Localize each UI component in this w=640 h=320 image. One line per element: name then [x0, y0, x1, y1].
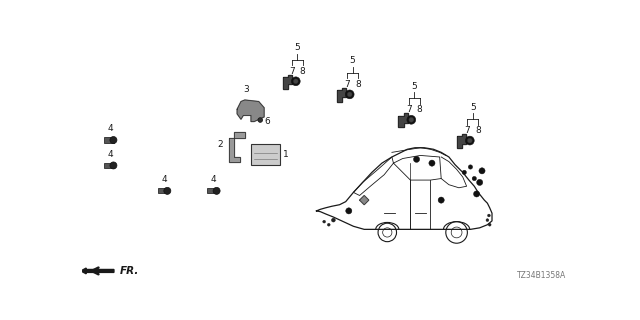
Text: 7: 7 [465, 126, 470, 135]
Text: 7: 7 [289, 67, 294, 76]
Circle shape [488, 223, 491, 226]
Circle shape [462, 170, 467, 174]
Text: 5: 5 [470, 102, 476, 112]
Text: 6: 6 [265, 117, 271, 126]
Circle shape [348, 92, 352, 97]
Text: 4: 4 [161, 175, 167, 184]
Text: FR.: FR. [120, 266, 140, 276]
Circle shape [409, 117, 413, 122]
Circle shape [258, 118, 262, 122]
Bar [104, 138, 115, 143]
Text: 5: 5 [350, 56, 355, 65]
Circle shape [479, 168, 485, 174]
Circle shape [465, 136, 474, 145]
Polygon shape [283, 75, 292, 89]
Circle shape [472, 176, 476, 181]
Text: 3: 3 [243, 85, 249, 94]
Bar [207, 188, 218, 193]
Text: TZ34B1358A: TZ34B1358A [518, 271, 566, 280]
Circle shape [293, 79, 298, 84]
Circle shape [110, 162, 117, 169]
Polygon shape [399, 113, 408, 127]
Circle shape [346, 208, 352, 214]
Circle shape [438, 197, 444, 203]
Text: 7: 7 [344, 80, 350, 89]
Text: 1: 1 [284, 150, 289, 159]
Text: 7: 7 [406, 105, 412, 114]
Circle shape [429, 160, 435, 166]
Circle shape [413, 156, 420, 162]
Text: 8: 8 [476, 126, 481, 135]
Polygon shape [457, 134, 467, 148]
Circle shape [213, 187, 220, 194]
Polygon shape [360, 196, 369, 205]
Circle shape [291, 77, 300, 86]
Polygon shape [237, 100, 264, 122]
Polygon shape [230, 132, 245, 162]
Circle shape [110, 137, 117, 144]
Polygon shape [337, 88, 346, 102]
Text: 4: 4 [108, 124, 113, 133]
Circle shape [164, 187, 171, 194]
Circle shape [328, 223, 330, 226]
Text: 5: 5 [294, 43, 300, 52]
Text: 4: 4 [108, 150, 113, 159]
Text: 8: 8 [417, 105, 422, 114]
Circle shape [468, 165, 472, 169]
Bar [158, 188, 168, 193]
Circle shape [488, 214, 490, 217]
Circle shape [467, 138, 472, 143]
Bar [251, 144, 280, 165]
Text: 5: 5 [412, 82, 417, 91]
Circle shape [477, 179, 483, 186]
Circle shape [407, 116, 416, 124]
Text: 8: 8 [300, 67, 305, 76]
Circle shape [332, 218, 335, 222]
Circle shape [486, 219, 489, 221]
Text: 4: 4 [211, 175, 216, 184]
Circle shape [345, 90, 354, 99]
Text: 2: 2 [218, 140, 223, 149]
Bar [104, 163, 115, 168]
Circle shape [323, 220, 326, 223]
Text: 8: 8 [355, 80, 361, 89]
FancyArrow shape [81, 268, 114, 274]
Circle shape [474, 191, 480, 197]
